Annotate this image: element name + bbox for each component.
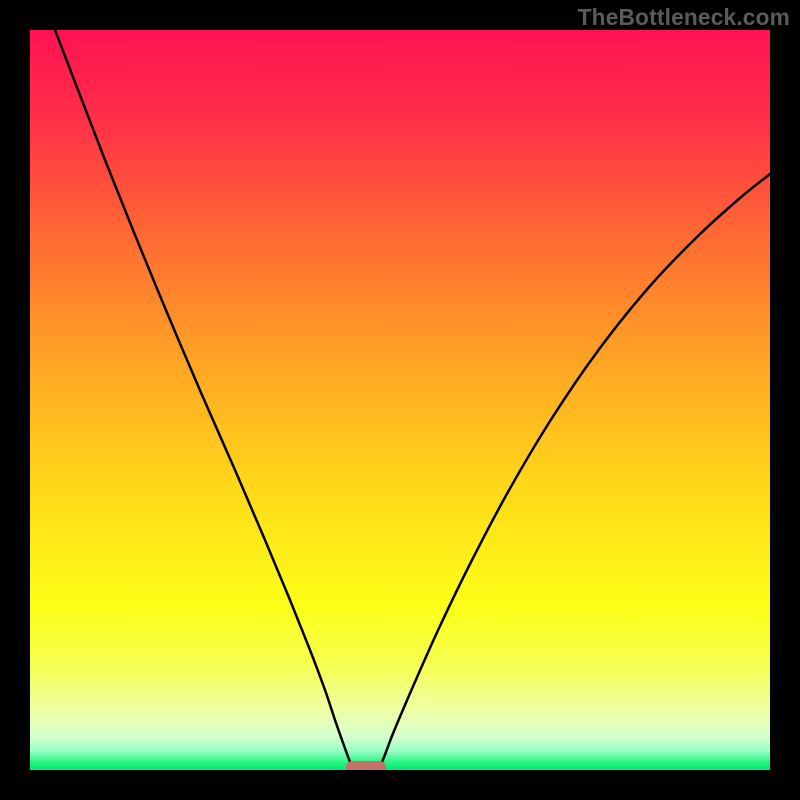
plot-area (30, 30, 770, 770)
optimal-marker (346, 761, 386, 770)
bottleneck-curve (30, 30, 770, 770)
outer-frame: TheBottleneck.com (0, 0, 800, 800)
watermark-text: TheBottleneck.com (578, 4, 790, 31)
